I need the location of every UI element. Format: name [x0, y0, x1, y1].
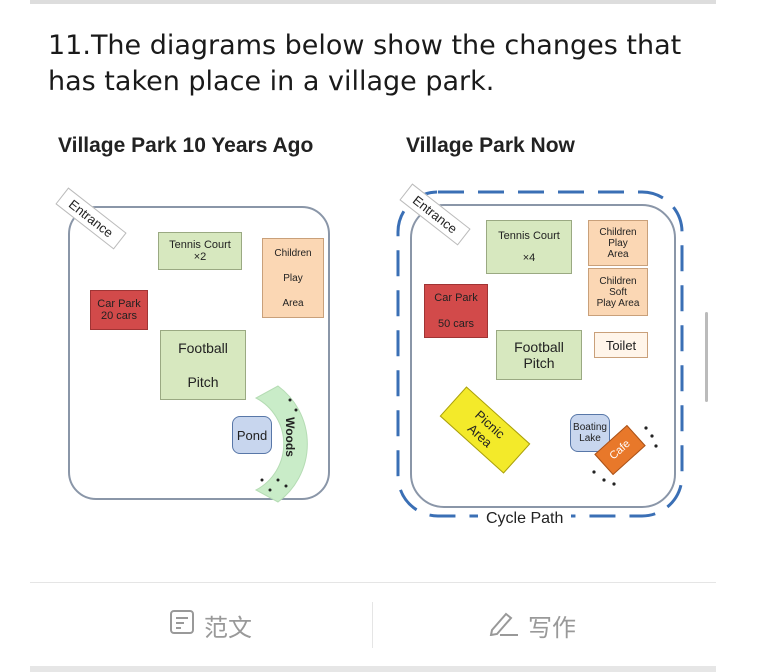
document-icon	[168, 608, 204, 642]
soft-label-3: Play Area	[596, 297, 640, 309]
car-park-label: Car Park	[434, 292, 478, 304]
boating-lake: Boating Lake	[570, 414, 610, 452]
car-park: Car Park 20 cars	[90, 290, 148, 330]
children-label-3: Area	[607, 248, 629, 260]
toilet: Toilet	[594, 332, 648, 358]
bottom-bar	[30, 666, 716, 672]
pencil-icon	[486, 608, 528, 642]
scrollbar[interactable]	[705, 312, 708, 402]
car-park-capacity: 50 cars	[437, 318, 475, 330]
boating-label-1: Boating	[573, 422, 607, 433]
soft-label-1: Children	[599, 275, 637, 287]
cafe-dots	[592, 426, 658, 486]
tennis-court-label: Tennis Court	[169, 239, 231, 251]
pond-label: Pond	[236, 427, 268, 443]
children-label-3: Area	[282, 297, 304, 309]
children-label-1: Children	[274, 247, 312, 259]
writing-tab[interactable]: 写作	[486, 605, 576, 645]
diagram-now-title: Village Park Now	[406, 134, 575, 157]
children-label-1: Children	[599, 226, 637, 238]
soft-play-area: Children Soft Play Area	[588, 268, 648, 316]
woods-label: Woods	[282, 417, 297, 457]
car-park-capacity: 20 cars	[100, 310, 138, 322]
cycle-path-label: Cycle Path	[478, 510, 572, 528]
football-label-2: Pitch	[523, 355, 555, 371]
woods-area	[254, 385, 308, 503]
tennis-court-count: ×4	[522, 252, 536, 264]
toilet-label: Toilet	[605, 337, 637, 353]
model-essay-label: 范文	[204, 613, 252, 642]
football-pitch: Football Pitch	[496, 330, 582, 380]
top-separator	[30, 0, 716, 4]
children-label-2: Play	[283, 272, 303, 284]
diagram-before: Village Park 10 Years Ago Entrance Tenni…	[48, 130, 348, 510]
tab-divider	[372, 602, 373, 648]
tennis-court-label: Tennis Court	[498, 230, 560, 242]
question-text: 11.The diagrams below show the changes t…	[48, 30, 682, 97]
children-play-area: Children Play Area	[588, 220, 648, 266]
football-label-1: Football	[178, 340, 228, 356]
car-park: Car Park 50 cars	[424, 284, 488, 338]
boating-label-2: Lake	[579, 433, 601, 444]
diagram-now: Village Park Now Entrance Tennis Court ×…	[392, 130, 702, 540]
pond: Pond	[232, 416, 272, 454]
diagram-before-title: Village Park 10 Years Ago	[58, 134, 314, 157]
bottom-divider	[30, 582, 716, 583]
children-label-2: Play	[608, 237, 628, 249]
football-label-1: Football	[514, 339, 564, 355]
tennis-court: Tennis Court ×2	[158, 232, 242, 270]
writing-label: 写作	[528, 613, 576, 642]
car-park-label: Car Park	[97, 298, 141, 310]
tennis-court: Tennis Court ×4	[486, 220, 572, 274]
football-label-2: Pitch	[187, 374, 219, 390]
tennis-court-count: ×2	[193, 251, 207, 263]
cycle-path	[396, 190, 684, 518]
soft-label-2: Soft	[609, 286, 627, 298]
children-play-area: Children Play Area	[262, 238, 324, 318]
model-essay-tab[interactable]: 范文	[168, 605, 252, 645]
football-pitch: Football Pitch	[160, 330, 246, 400]
